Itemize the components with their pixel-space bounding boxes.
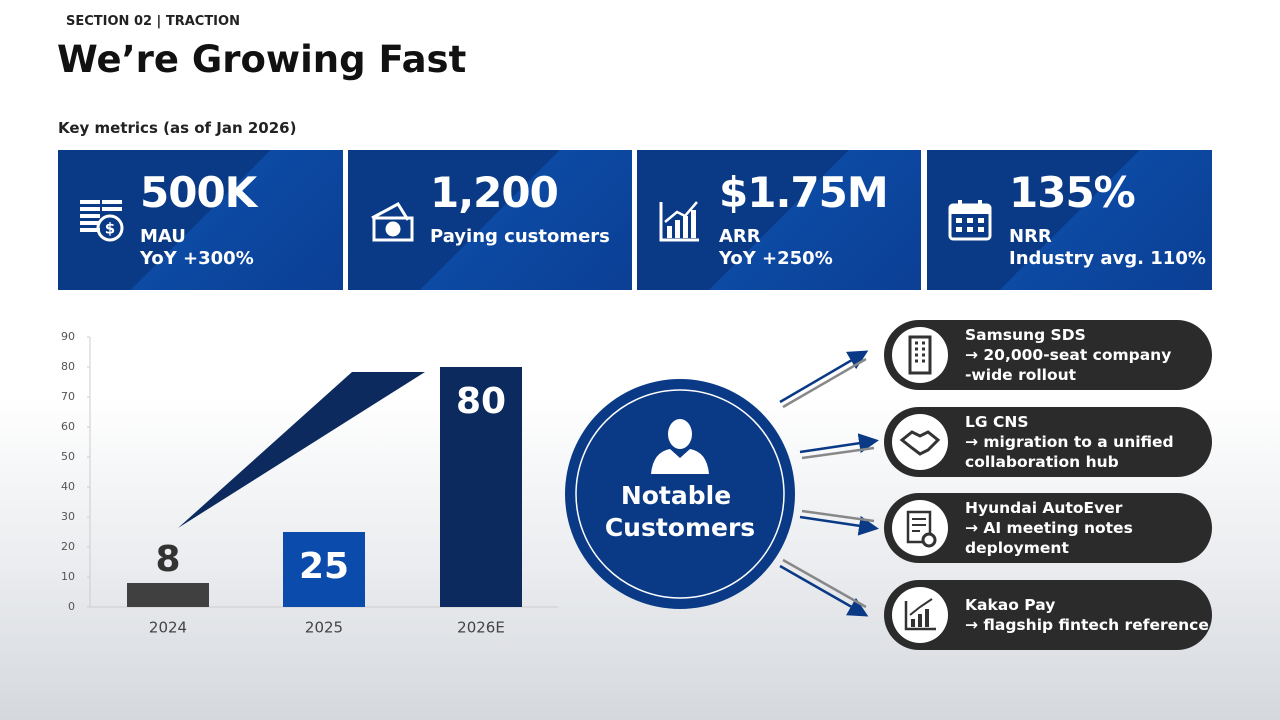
title: We’re Growing Fast <box>57 38 467 81</box>
center-label: Customers <box>605 513 755 542</box>
metric-icon <box>948 200 992 241</box>
customer-name: LG CNS <box>965 413 1029 431</box>
bar <box>127 583 209 607</box>
value-label: 25 <box>299 546 349 587</box>
y-tick-label: 50 <box>61 450 75 463</box>
customer-detail: → migration to a unified <box>965 433 1174 451</box>
center-ring <box>575 389 785 599</box>
metric-icon <box>371 202 414 242</box>
metric-card: $1.75M ARR YoY +250% <box>637 150 921 290</box>
y-tick-label: 0 <box>68 600 75 613</box>
center-circle <box>565 379 795 609</box>
customer-icon <box>892 587 948 643</box>
customer-detail: collaboration hub <box>965 453 1119 471</box>
customer-name: Hyundai AutoEver <box>965 499 1123 517</box>
customer-pill: Samsung SDS → 20,000-seat company -wide ro… <box>884 320 1212 390</box>
metric-icon: $ <box>80 200 124 242</box>
metric-label: Industry avg. 110% <box>1009 248 1206 269</box>
y-tick-label: 10 <box>61 570 75 583</box>
svg-text:$: $ <box>105 220 115 238</box>
person-icon <box>651 419 709 474</box>
metric-card: 1,200 Paying customers <box>348 150 632 290</box>
icon-graphic <box>899 430 941 456</box>
y-tick-label: 20 <box>61 540 75 553</box>
bar <box>440 367 522 607</box>
y-tick-label: 60 <box>61 420 75 433</box>
customer-icon <box>892 500 948 556</box>
metric-label: YoY +300% <box>140 248 254 269</box>
metric-label: NRR <box>1009 226 1052 247</box>
customer-detail: → 20,000-seat company <box>965 346 1172 364</box>
metric-value: 500K <box>140 168 257 217</box>
center-label: Notable <box>621 481 731 510</box>
customer-pill: Kakao Pay → flagship fintech reference <box>884 580 1212 650</box>
metric-value: $1.75M <box>719 168 889 217</box>
customer-detail: deployment <box>965 539 1069 557</box>
customer-pill: Hyundai AutoEver → AI meeting notes deploy… <box>884 493 1212 563</box>
customer-pill: LG CNS → migration to a unified collaborat… <box>884 407 1212 477</box>
trend-arrow <box>178 372 425 528</box>
icon-graphic <box>904 598 936 631</box>
metric-card: $500K MAU YoY +300% <box>58 150 343 290</box>
bar <box>283 532 365 607</box>
y-tick-label: 30 <box>61 510 75 523</box>
subtitle: Key metrics (as of Jan 2026) <box>58 119 297 137</box>
x-tick-label: 2024 <box>149 619 187 637</box>
metric-value: 1,200 <box>430 168 559 217</box>
x-tick-label: 2025 <box>305 619 343 637</box>
section-label: SECTION 02 | TRACTION <box>66 14 240 29</box>
metric-value: 135% <box>1009 168 1136 217</box>
metric-icon <box>659 201 699 242</box>
icon-graphic <box>908 335 932 375</box>
value-label: 8 <box>155 539 180 580</box>
metric-label: YoY +250% <box>719 248 833 269</box>
customer-icon <box>892 327 948 383</box>
x-tick-label: 2026E <box>457 619 505 637</box>
metric-label: ARR <box>719 226 761 247</box>
customer-name: Samsung SDS <box>965 326 1086 344</box>
connectors <box>779 350 879 617</box>
value-label: 80 <box>456 381 506 422</box>
y-tick-label: 70 <box>61 390 75 403</box>
customer-detail: -wide rollout <box>965 366 1077 384</box>
metric-label: Paying customers <box>430 226 610 247</box>
customer-icon <box>892 414 948 470</box>
customer-detail: → AI meeting notes <box>965 519 1133 537</box>
metric-card: 135% NRR Industry avg. 110% <box>927 150 1212 290</box>
y-tick-label: 80 <box>61 360 75 373</box>
metric-label: MAU <box>140 226 186 247</box>
icon-graphic <box>906 510 937 548</box>
customer-detail: → flagship fintech reference <box>965 616 1209 634</box>
y-tick-label: 40 <box>61 480 75 493</box>
customer-name: Kakao Pay <box>965 596 1056 614</box>
y-tick-label: 90 <box>61 330 75 343</box>
